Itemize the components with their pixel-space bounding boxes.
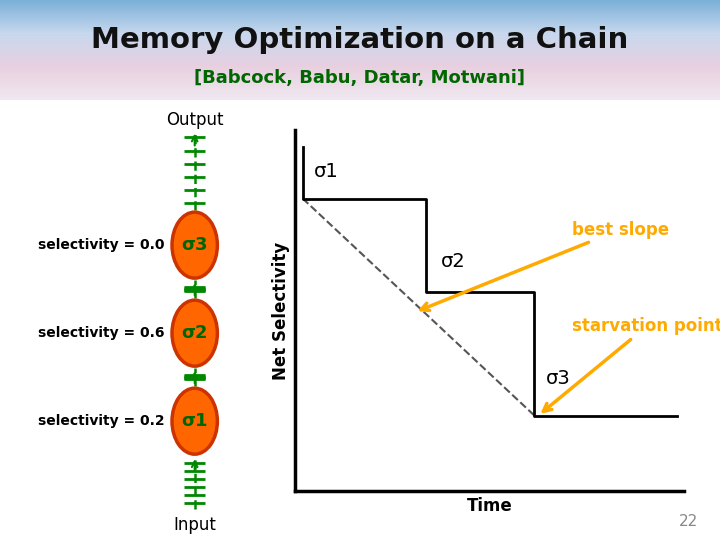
- Circle shape: [172, 388, 217, 454]
- Text: σ2: σ2: [181, 324, 208, 342]
- Text: selectivity = 0.6: selectivity = 0.6: [38, 326, 164, 340]
- Text: 22: 22: [679, 514, 698, 529]
- Text: σ1: σ1: [181, 412, 208, 430]
- Text: σ1: σ1: [314, 163, 338, 181]
- Y-axis label: Net Selectivity: Net Selectivity: [271, 241, 289, 380]
- Text: best slope: best slope: [421, 220, 669, 310]
- Circle shape: [172, 212, 217, 278]
- Text: σ3: σ3: [546, 369, 570, 388]
- Circle shape: [172, 300, 217, 366]
- Text: Memory Optimization on a Chain: Memory Optimization on a Chain: [91, 26, 629, 55]
- Text: starvation point: starvation point: [544, 317, 720, 411]
- Text: selectivity = 0.0: selectivity = 0.0: [38, 238, 164, 252]
- X-axis label: Time: Time: [467, 497, 513, 515]
- Text: Output: Output: [166, 111, 223, 129]
- Text: σ2: σ2: [441, 252, 466, 271]
- Text: [Babcock, Babu, Datar, Motwani]: [Babcock, Babu, Datar, Motwani]: [194, 69, 526, 87]
- Text: Input: Input: [174, 516, 216, 534]
- Text: selectivity = 0.2: selectivity = 0.2: [38, 414, 164, 428]
- Text: σ3: σ3: [181, 236, 208, 254]
